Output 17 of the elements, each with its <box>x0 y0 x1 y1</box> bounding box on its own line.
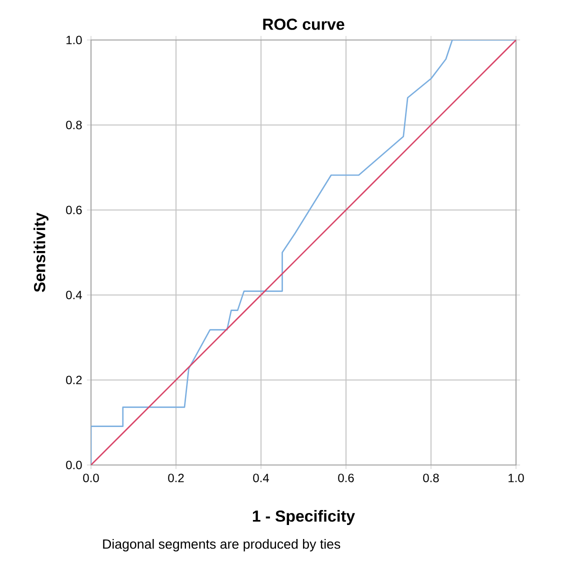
line-series <box>91 40 516 465</box>
y-tick-label: 0.6 <box>66 206 82 214</box>
y-tick-label: 0.0 <box>66 460 82 470</box>
y-tick-label: 1.0 <box>66 36 82 44</box>
y-tick-label: 0.4 <box>66 290 82 300</box>
x-tick-label: 0.6 <box>338 474 354 482</box>
x-tick-label: 0.0 <box>83 474 99 482</box>
y-axis-title: Sensitivity <box>34 212 48 292</box>
x-tick-label: 0.2 <box>168 474 184 482</box>
y-tick-label: 0.2 <box>66 376 82 384</box>
x-axis-title: 1 - Specificity <box>252 510 355 525</box>
x-tick-label: 0.4 <box>253 474 269 482</box>
y-tick-label: 0.8 <box>66 120 82 130</box>
x-tick-label: 0.8 <box>423 474 439 482</box>
text: Diagonal segments are produced by ties <box>103 539 340 552</box>
chart-title: ROC curve <box>263 18 344 30</box>
x-tick-label: 1.0 <box>508 474 524 482</box>
